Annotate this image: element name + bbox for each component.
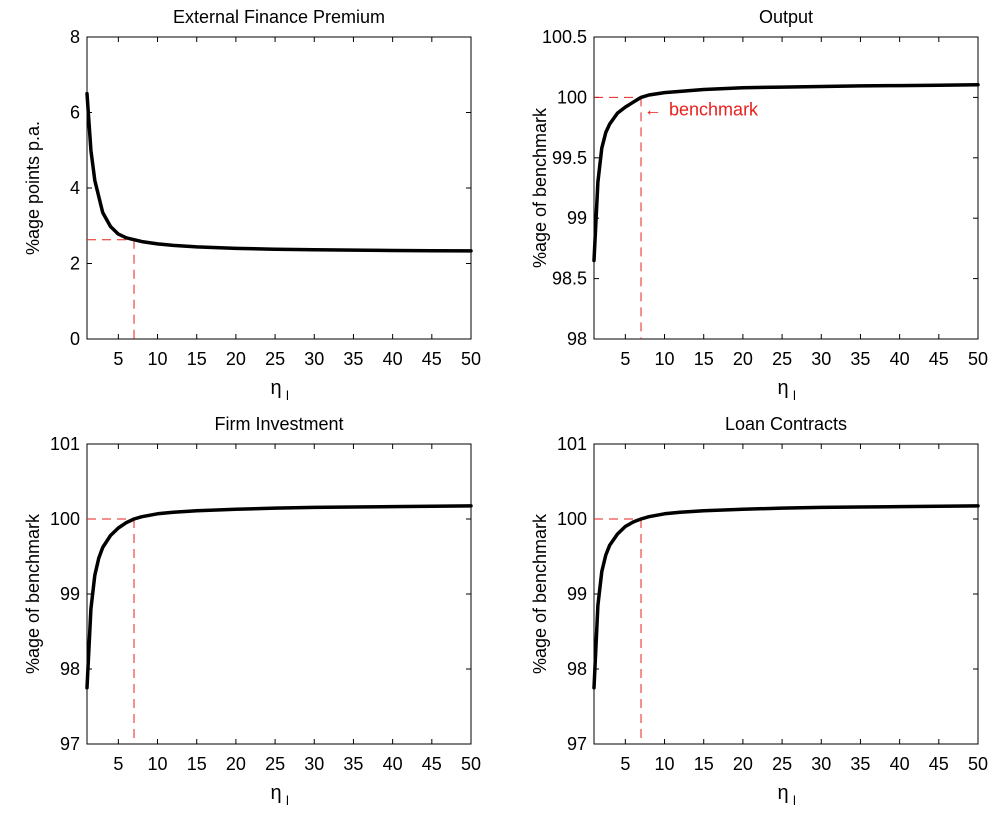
- y-tick-label: 99.5: [552, 148, 587, 168]
- x-axis-label-subscript: l: [286, 388, 289, 403]
- chart-panel: 5 10 15 20 25 30 35 40 45 50 97 98 99 100 101 Firm Inve…: [23, 414, 481, 808]
- y-tick-label: 99: [567, 584, 587, 604]
- x-axis-label: η: [270, 782, 281, 804]
- y-axis-label: %age of benchmark: [530, 513, 550, 674]
- y-tick-label: 98: [567, 329, 587, 349]
- x-tick-label: 35: [850, 349, 870, 369]
- x-tick-label: 5: [620, 349, 630, 369]
- chart-title: Output: [759, 7, 813, 27]
- y-tick-label: 97: [567, 734, 587, 754]
- x-tick-label: 15: [694, 349, 714, 369]
- x-axis-label: η: [777, 377, 788, 399]
- x-axis-label-subscript: l: [793, 388, 796, 403]
- x-tick-label: 5: [113, 754, 123, 774]
- x-tick-label: 50: [461, 349, 481, 369]
- x-tick-label: 40: [890, 349, 910, 369]
- y-tick-label: 4: [70, 178, 80, 198]
- y-tick-label: 100.5: [542, 27, 587, 47]
- x-tick-label: 30: [811, 754, 831, 774]
- chart-panel: 5 10 15 20 25 30 35 40 45 50 0 2 4 6 8 External Finance…: [23, 7, 481, 403]
- x-axis-label-subscript: l: [286, 793, 289, 808]
- y-tick-label: 98: [567, 659, 587, 679]
- y-tick-label: 100: [557, 87, 587, 107]
- x-axis-label-subscript: l: [793, 793, 796, 808]
- y-tick-label: 0: [70, 329, 80, 349]
- annotation-text: benchmark: [669, 99, 759, 119]
- y-tick-label: 2: [70, 254, 80, 274]
- series-line: [592, 504, 980, 690]
- x-tick-label: 40: [383, 349, 403, 369]
- x-tick-label: 25: [772, 754, 792, 774]
- x-tick-label: 10: [148, 754, 168, 774]
- x-tick-label: 50: [461, 754, 481, 774]
- plot-frame: [86, 36, 472, 340]
- chart-title: Firm Investment: [214, 414, 343, 434]
- x-tick-label: 35: [850, 754, 870, 774]
- y-tick-label: 100: [50, 509, 80, 529]
- annotation-arrow: ←: [644, 99, 662, 119]
- plot-frame: [86, 443, 472, 745]
- x-tick-label: 50: [968, 754, 988, 774]
- x-tick-label: 45: [929, 754, 949, 774]
- x-tick-label: 20: [733, 754, 753, 774]
- x-tick-label: 5: [113, 349, 123, 369]
- y-axis-label: %age points p.a.: [23, 121, 43, 255]
- x-tick-label: 15: [187, 349, 207, 369]
- y-tick-label: 99: [567, 208, 587, 228]
- y-tick-label: 98.5: [552, 269, 587, 289]
- x-tick-label: 20: [226, 754, 246, 774]
- chart-title: Loan Contracts: [725, 414, 847, 434]
- x-tick-label: 20: [226, 349, 246, 369]
- x-tick-label: 45: [929, 349, 949, 369]
- plot-frame: [593, 443, 979, 745]
- y-tick-label: 98: [60, 659, 80, 679]
- x-tick-label: 35: [343, 754, 363, 774]
- y-tick-label: 6: [70, 103, 80, 123]
- series-line: [85, 91, 473, 253]
- x-tick-label: 45: [422, 754, 442, 774]
- x-tick-label: 10: [148, 349, 168, 369]
- x-tick-label: 40: [890, 754, 910, 774]
- x-tick-label: 45: [422, 349, 442, 369]
- y-axis-label: %age of benchmark: [530, 107, 550, 268]
- y-tick-label: 99: [60, 584, 80, 604]
- x-tick-label: 15: [187, 754, 207, 774]
- x-tick-label: 15: [694, 754, 714, 774]
- x-tick-label: 40: [383, 754, 403, 774]
- x-tick-label: 10: [655, 754, 675, 774]
- x-tick-label: 30: [811, 349, 831, 369]
- plot-frame: [593, 36, 979, 340]
- series-line: [592, 82, 980, 263]
- x-tick-label: 10: [655, 349, 675, 369]
- x-tick-label: 5: [620, 754, 630, 774]
- y-tick-label: 101: [557, 434, 587, 454]
- x-tick-label: 25: [265, 349, 285, 369]
- x-tick-label: 25: [772, 349, 792, 369]
- chart-panel: 5 10 15 20 25 30 35 40 45 50 97 98 99 100 101 Loan Cont…: [530, 414, 988, 808]
- x-axis-label: η: [270, 377, 281, 399]
- x-tick-label: 25: [265, 754, 285, 774]
- y-tick-label: 100: [557, 509, 587, 529]
- y-axis-label: %age of benchmark: [23, 513, 43, 674]
- x-tick-label: 30: [304, 754, 324, 774]
- x-tick-label: 35: [343, 349, 363, 369]
- x-tick-label: 20: [733, 349, 753, 369]
- y-tick-label: 8: [70, 27, 80, 47]
- x-axis-label: η: [777, 782, 788, 804]
- chart-title: External Finance Premium: [173, 7, 385, 27]
- chart-panel: 5 10 15 20 25 30 35 40 45 50 98 98.5 99 99.5 100 100.5 O…: [530, 7, 988, 403]
- y-tick-label: 97: [60, 734, 80, 754]
- series-line: [85, 504, 473, 690]
- x-tick-label: 30: [304, 349, 324, 369]
- x-tick-label: 50: [968, 349, 988, 369]
- benchmark-annotation: ← benchmark: [644, 99, 759, 119]
- y-tick-label: 101: [50, 434, 80, 454]
